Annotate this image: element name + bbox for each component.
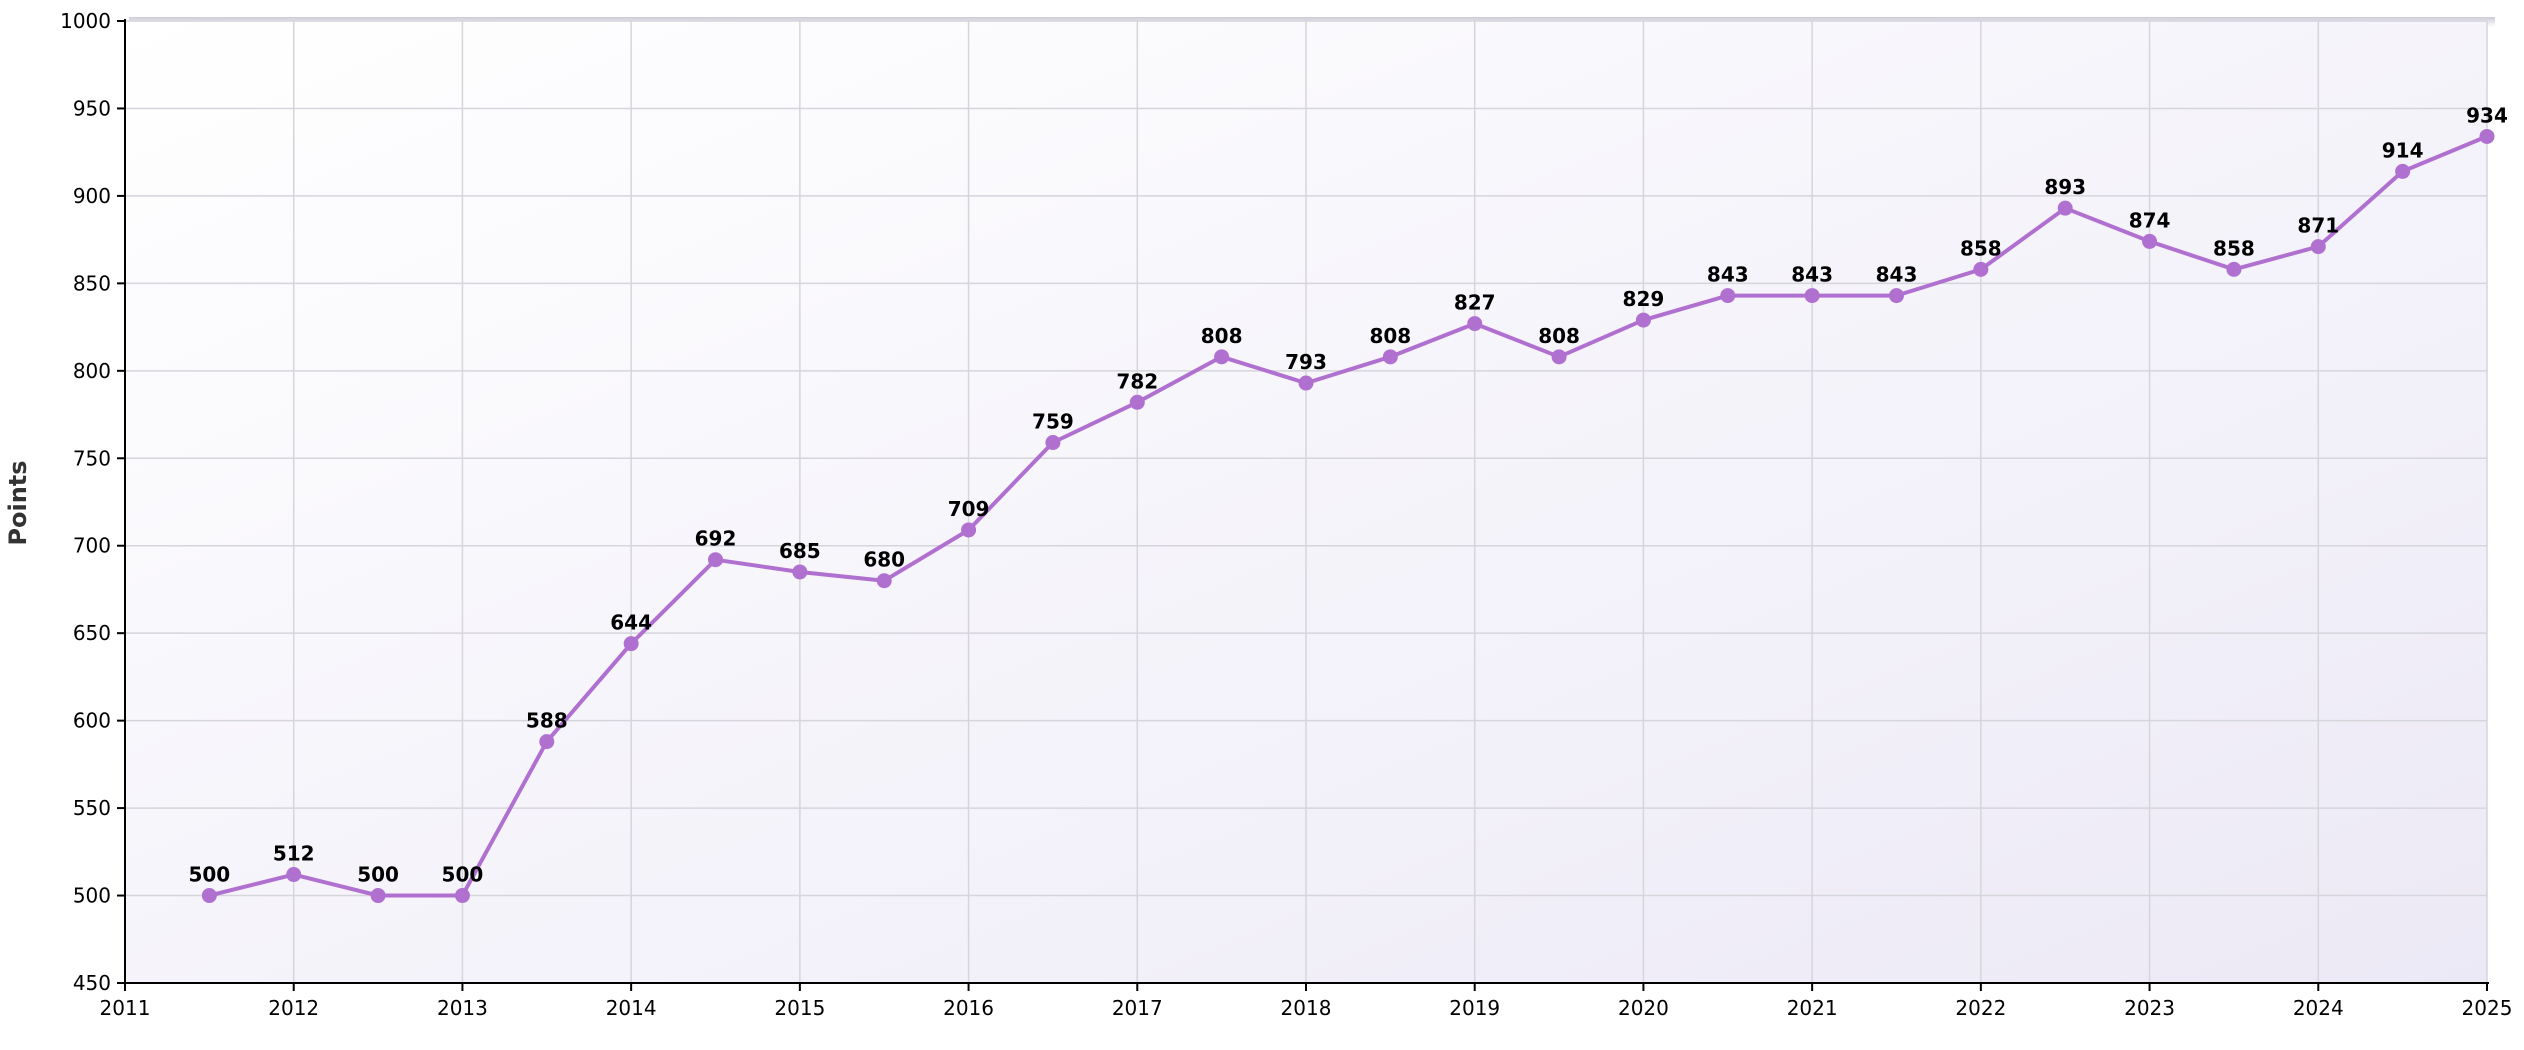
data-label: 588 [526,709,568,733]
data-point [2310,239,2326,255]
data-label: 644 [610,611,652,635]
gridlines [124,20,2488,984]
x-tick-label: 2013 [437,996,488,1020]
x-tick-label: 2025 [2462,996,2513,1020]
data-label: 512 [273,842,315,866]
x-tick-label: 2020 [1618,996,1669,1020]
data-label: 858 [1960,236,2002,260]
data-label: 858 [2213,236,2255,260]
data-label: 692 [695,527,737,551]
data-point [1889,288,1904,304]
data-label: 782 [1116,369,1158,393]
data-label: 808 [1369,324,1411,348]
series-line-path [208,134,2488,898]
data-label: 914 [2382,138,2424,162]
data-point [1804,288,1820,304]
data-label: 871 [2297,214,2339,238]
data-label: 500 [442,863,484,887]
x-tick-label: 2022 [1955,996,2006,1020]
x-tick-label: 2019 [1449,996,1500,1020]
data-point [2057,200,2073,216]
data-label: 793 [1285,350,1327,374]
data-point [1298,375,1314,391]
y-axis-title: Points [4,460,32,545]
x-tick-label: 2018 [1281,996,1332,1020]
data-point [708,552,723,568]
data-label: 843 [1791,263,1833,287]
data-point [1129,394,1145,410]
x-tick-label: 2012 [268,996,319,1020]
data-point [1045,435,1061,451]
x-tick-label: 2024 [2293,996,2344,1020]
data-label: 759 [1032,410,1074,434]
data-point [454,888,470,904]
data-point [2226,261,2242,277]
data-label: 829 [1623,287,1665,311]
data-label: 680 [863,548,905,572]
data-point [1720,288,1736,304]
axes: 450 500 550 600 650 700 750 800 850 900 950 1000 201… [60,9,2512,1020]
data-label: 843 [1876,263,1918,287]
data-point [1635,312,1651,328]
data-label: 893 [2044,175,2086,199]
data-point [2479,128,2495,144]
y-tick-label: 550 [73,796,111,820]
data-label: 843 [1707,263,1749,287]
y-tick-label: 450 [73,971,111,995]
y-tick-label: 800 [73,359,111,383]
data-point [1467,316,1483,332]
y-tick-label: 750 [73,446,111,470]
data-points [201,128,2495,904]
data-label: 685 [779,539,821,563]
data-point [2142,233,2158,249]
data-point [792,564,808,580]
x-tick-label: 2014 [606,996,657,1020]
data-label: 500 [357,863,399,887]
data-point [1382,349,1398,365]
data-label: 709 [948,497,990,521]
data-point [1973,261,1989,277]
data-label: 808 [1538,324,1580,348]
series-line [208,134,2488,898]
data-point [539,734,555,750]
data-point [876,573,892,589]
y-tick-label: 850 [73,271,111,295]
x-tick-label: 2011 [100,996,151,1020]
data-point [2395,163,2411,179]
x-tick-label: 2017 [1112,996,1163,1020]
data-labels: 500 512 500 500 588 644 692 685 680 709 759 782 808 7… [188,103,2507,886]
y-tick-label: 500 [73,884,111,908]
data-point [1214,349,1230,365]
y-tick-label: 1000 [60,9,111,33]
data-point [370,888,386,904]
data-label: 874 [2129,208,2171,232]
data-label: 808 [1201,324,1243,348]
data-point [623,636,639,652]
y-tick-label: 900 [73,184,111,208]
data-point [1551,349,1567,365]
data-point [961,522,977,538]
data-label: 827 [1454,291,1496,315]
x-tick-label: 2023 [2124,996,2175,1020]
y-tick-label: 650 [73,621,111,645]
data-point [201,888,217,904]
y-tick-label: 600 [73,709,111,733]
x-tick-label: 2015 [774,996,825,1020]
x-tick-label: 2016 [943,996,994,1020]
data-point [286,867,302,883]
data-label: 934 [2466,103,2508,127]
y-tick-label: 950 [73,96,111,120]
y-tick-label: 700 [73,534,111,558]
x-tick-label: 2021 [1787,996,1838,1020]
data-label: 500 [188,863,230,887]
